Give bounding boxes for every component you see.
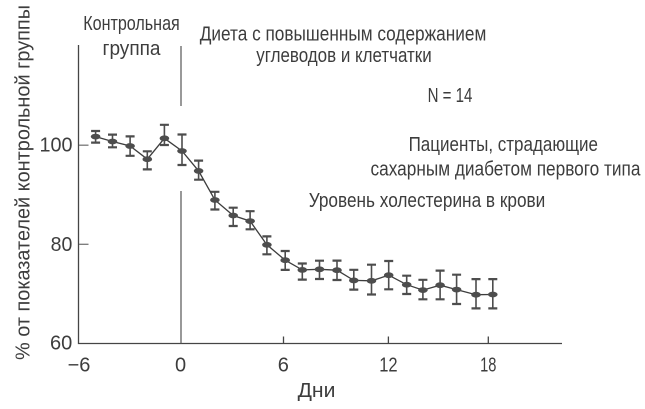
svg-text:18: 18 (480, 354, 496, 376)
svg-text:Уровень холестерина в крови: Уровень холестерина в крови (309, 190, 546, 212)
svg-text:6: 6 (278, 354, 289, 376)
svg-text:Дни: Дни (298, 380, 336, 402)
svg-text:60: 60 (50, 333, 72, 355)
svg-text:0: 0 (175, 354, 186, 376)
svg-text:углеводов и клетчатки: углеводов и клетчатки (256, 45, 431, 67)
svg-text:80: 80 (51, 234, 73, 256)
svg-text:Пациенты, страдающие: Пациенты, страдающие (409, 134, 598, 156)
svg-text:% от показателей контрольной г: % от показателей контрольной группы (13, 5, 35, 360)
svg-text:сахарным диабетом первого типа: сахарным диабетом первого типа (371, 158, 642, 180)
svg-text:N = 14: N = 14 (428, 85, 473, 107)
svg-text:Контрольная: Контрольная (83, 13, 180, 35)
svg-text:100: 100 (40, 135, 73, 157)
svg-text:группа: группа (103, 38, 162, 60)
svg-text:−6: −6 (68, 354, 91, 376)
svg-text:12: 12 (379, 354, 397, 376)
svg-text:Диета с повышенным содержанием: Диета с повышенным содержанием (200, 23, 487, 45)
